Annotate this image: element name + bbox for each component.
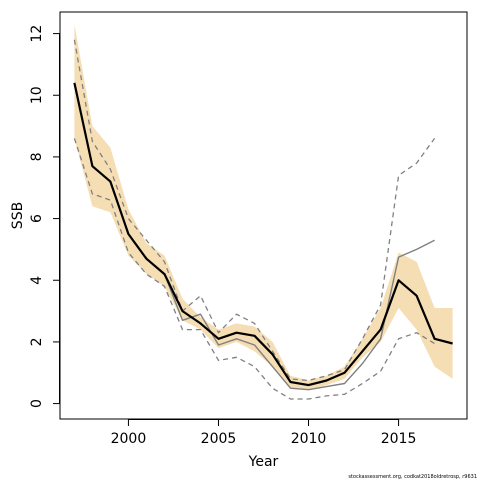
x-tick-label: 2005: [201, 431, 237, 447]
y-tick-label: 4: [29, 276, 45, 285]
series-line-estimate: [73, 82, 453, 387]
y-tick-label: 12: [29, 25, 45, 43]
y-tick-label: 10: [29, 86, 45, 104]
x-axis-title: Year: [248, 454, 279, 470]
x-tick-label: 2015: [381, 431, 417, 447]
confidence-band: [74, 24, 453, 390]
y-axis: 0 2 4 6 8 10 12: [29, 25, 60, 408]
y-tick-label: 2: [29, 337, 45, 346]
x-axis: 2000 2005 2010 2015: [111, 419, 417, 447]
y-axis-title: SSB: [10, 202, 26, 229]
y-tick-label: 6: [29, 214, 45, 223]
x-tick-label: 2000: [111, 431, 147, 447]
series-line-retro-lower: [73, 138, 435, 400]
series-line-retro-upper: [73, 39, 436, 382]
confidence-band-layer: [74, 24, 453, 390]
y-tick-label: 8: [29, 152, 45, 161]
credit-text: stockassessment.org, codkat2018oldretros…: [348, 474, 477, 480]
series-lines-layer: [73, 39, 453, 400]
x-tick-label: 2010: [291, 431, 327, 447]
y-tick-label: 0: [29, 399, 45, 408]
